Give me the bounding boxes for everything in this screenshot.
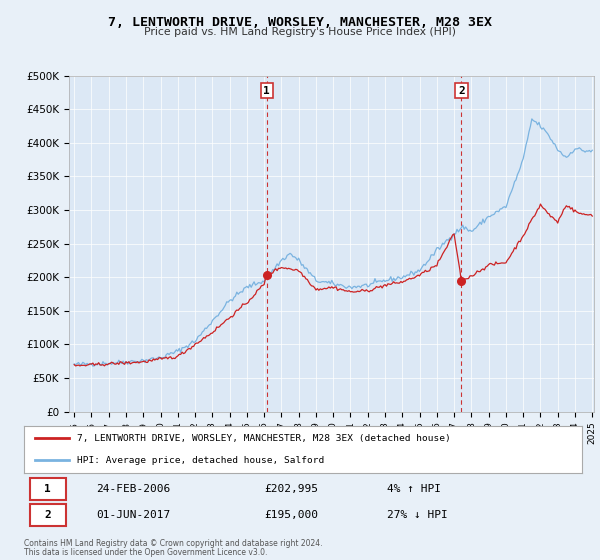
Text: HPI: Average price, detached house, Salford: HPI: Average price, detached house, Salf… (77, 456, 324, 465)
FancyBboxPatch shape (29, 504, 66, 526)
Text: Contains HM Land Registry data © Crown copyright and database right 2024.: Contains HM Land Registry data © Crown c… (24, 539, 323, 548)
Text: 7, LENTWORTH DRIVE, WORSLEY, MANCHESTER, M28 3EX: 7, LENTWORTH DRIVE, WORSLEY, MANCHESTER,… (108, 16, 492, 29)
Text: Price paid vs. HM Land Registry's House Price Index (HPI): Price paid vs. HM Land Registry's House … (144, 27, 456, 37)
Text: £202,995: £202,995 (264, 484, 318, 494)
Text: 2: 2 (458, 86, 465, 96)
Text: £195,000: £195,000 (264, 510, 318, 520)
Text: 1: 1 (44, 484, 51, 494)
Text: 24-FEB-2006: 24-FEB-2006 (97, 484, 171, 494)
Text: This data is licensed under the Open Government Licence v3.0.: This data is licensed under the Open Gov… (24, 548, 268, 557)
FancyBboxPatch shape (29, 478, 66, 500)
Text: 2: 2 (44, 510, 51, 520)
Text: 7, LENTWORTH DRIVE, WORSLEY, MANCHESTER, M28 3EX (detached house): 7, LENTWORTH DRIVE, WORSLEY, MANCHESTER,… (77, 434, 451, 443)
Text: 1: 1 (263, 86, 270, 96)
Text: 01-JUN-2017: 01-JUN-2017 (97, 510, 171, 520)
Text: 4% ↑ HPI: 4% ↑ HPI (387, 484, 440, 494)
Text: 27% ↓ HPI: 27% ↓ HPI (387, 510, 448, 520)
